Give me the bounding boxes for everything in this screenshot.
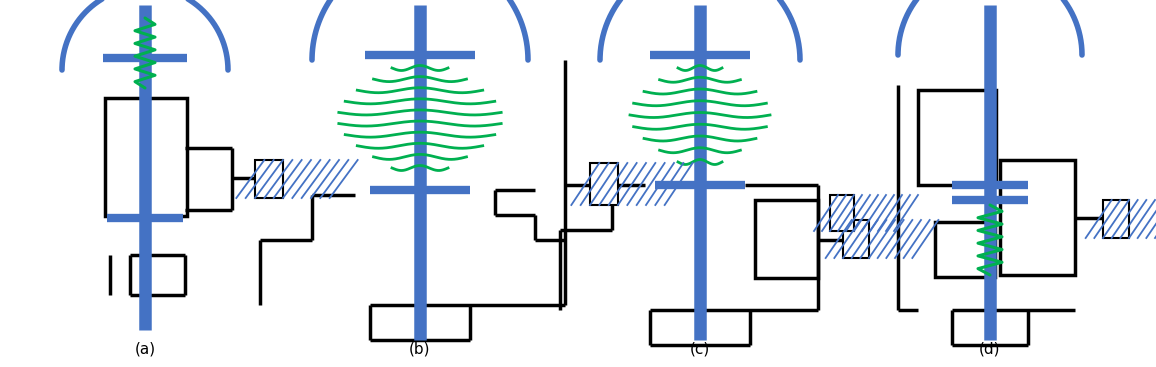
Text: (c): (c) (690, 342, 710, 357)
Text: (a): (a) (134, 342, 156, 357)
Bar (590, 163, 618, 205)
Bar (755, 200, 818, 278)
Bar (1103, 200, 1129, 238)
Bar (935, 222, 995, 277)
Bar (1000, 160, 1075, 275)
Bar (105, 98, 187, 216)
Text: (d): (d) (979, 342, 1001, 357)
Text: (b): (b) (409, 342, 431, 357)
Bar (830, 195, 854, 231)
Bar (843, 220, 869, 258)
Bar (255, 160, 283, 198)
Bar (918, 90, 996, 185)
